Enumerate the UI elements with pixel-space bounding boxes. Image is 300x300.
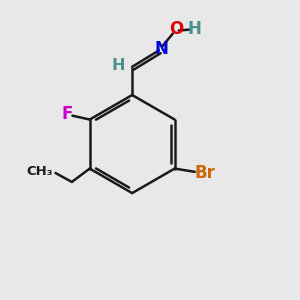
Text: H: H bbox=[187, 20, 201, 38]
Text: N: N bbox=[154, 40, 168, 58]
Text: O: O bbox=[169, 20, 184, 38]
Text: F: F bbox=[62, 105, 73, 123]
Text: Br: Br bbox=[194, 164, 215, 182]
Text: CH₃: CH₃ bbox=[26, 165, 52, 178]
Text: H: H bbox=[111, 58, 124, 73]
